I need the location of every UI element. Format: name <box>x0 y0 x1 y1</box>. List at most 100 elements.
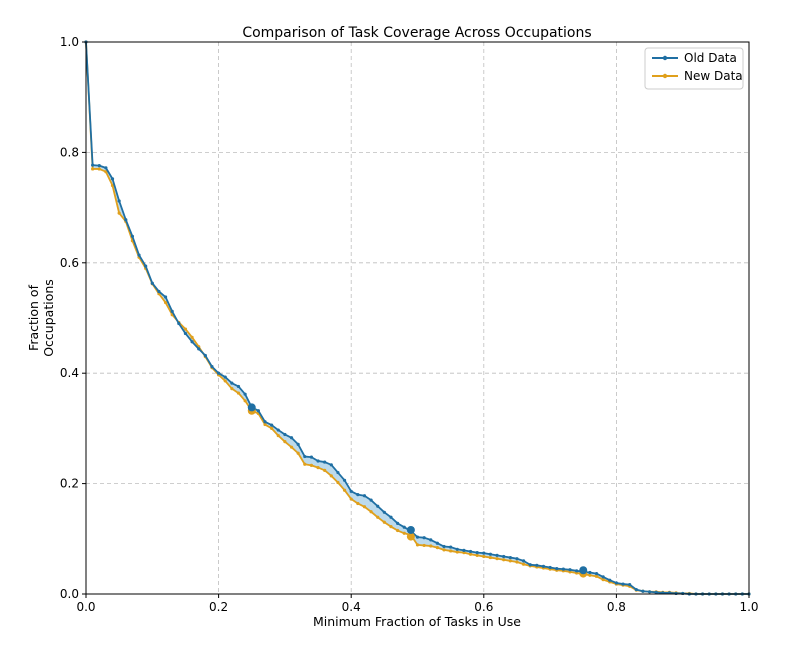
data-point-new-data <box>183 327 188 331</box>
data-point-old-data <box>190 340 194 344</box>
data-point-old-data <box>628 583 632 587</box>
data-point-old-data <box>475 551 479 555</box>
data-point-old-data <box>342 478 347 482</box>
data-point-old-data <box>382 510 386 514</box>
data-point-old-data <box>535 563 539 567</box>
data-point-old-data <box>601 575 605 579</box>
data-point-new-data <box>362 505 367 509</box>
data-point-new-data <box>349 497 353 501</box>
data-point-old-data <box>163 295 168 299</box>
y-axis-label-line-1: Fraction of <box>26 284 41 351</box>
data-point-new-data <box>296 451 300 455</box>
data-point-old-data <box>621 582 625 586</box>
data-point-old-data <box>681 591 685 596</box>
data-point-old-data <box>316 459 320 463</box>
data-point-old-data <box>455 547 459 551</box>
data-point-old-data <box>594 571 599 576</box>
data-point-old-data <box>528 563 532 567</box>
highlight-markers <box>247 403 588 578</box>
data-point-old-data <box>124 218 128 222</box>
data-point-new-data <box>223 379 227 383</box>
data-point-new-data <box>309 463 314 467</box>
data-point-old-data <box>197 347 201 351</box>
y-axis-label-line-2: Occupations <box>41 279 56 357</box>
x-tick-label: 0.0 <box>76 600 95 614</box>
data-point-new-data <box>435 546 439 550</box>
data-point-old-data <box>641 589 645 593</box>
data-point-old-data <box>561 567 565 571</box>
data-point-old-data <box>508 555 512 560</box>
data-point-old-data <box>336 470 340 475</box>
data-point-new-data <box>396 528 400 533</box>
data-point-old-data <box>177 321 181 326</box>
data-point-old-data <box>442 544 446 549</box>
data-point-new-data <box>289 445 294 449</box>
data-point-new-data <box>475 553 479 557</box>
data-point-old-data <box>647 590 652 594</box>
grid <box>86 42 749 594</box>
data-point-new-data <box>575 571 579 575</box>
data-point-old-data <box>110 177 115 181</box>
data-point-new-data <box>356 501 360 506</box>
data-point-old-data <box>150 281 154 285</box>
highlight-marker-old-data <box>247 403 256 412</box>
data-point-new-data <box>329 474 333 478</box>
data-point-old-data <box>654 590 658 594</box>
data-point-old-data <box>183 331 188 336</box>
data-point-old-data <box>608 578 612 582</box>
data-point-old-data <box>303 454 307 459</box>
legend-marker-old-data <box>662 55 668 61</box>
data-point-old-data <box>289 436 294 440</box>
data-point-new-data <box>402 531 406 535</box>
data-point-old-data <box>217 371 221 375</box>
data-point-old-data <box>468 549 473 554</box>
data-point-old-data <box>369 498 373 502</box>
data-point-old-data <box>144 264 148 268</box>
data-point-old-data <box>349 489 353 493</box>
data-point-old-data <box>283 432 287 437</box>
y-tick-label: 0.8 <box>60 145 79 159</box>
data-point-old-data <box>243 392 247 396</box>
data-point-new-data <box>163 300 168 305</box>
data-point-old-data <box>674 591 678 596</box>
series-old-data <box>84 40 751 596</box>
data-point-old-data <box>296 442 300 447</box>
data-point-new-data <box>336 480 340 485</box>
data-point-new-data <box>601 578 605 582</box>
legend-marker-new-data <box>662 73 668 79</box>
data-point-old-data <box>521 559 526 563</box>
data-point-old-data <box>488 552 493 556</box>
data-point-old-data <box>515 557 519 561</box>
data-point-old-data <box>435 541 439 545</box>
data-point-new-data <box>369 510 373 514</box>
chart-title: Comparison of Task Coverage Across Occup… <box>242 25 591 41</box>
data-point-old-data <box>263 420 267 424</box>
data-point-new-data <box>110 183 115 188</box>
data-point-new-data <box>382 520 386 524</box>
x-tick-label: 0.4 <box>342 600 361 614</box>
data-point-new-data <box>462 551 466 555</box>
data-point-old-data <box>97 164 101 168</box>
x-tick-label: 0.2 <box>209 600 228 614</box>
data-point-new-data <box>482 554 486 559</box>
data-point-old-data <box>495 553 499 557</box>
data-point-old-data <box>356 493 360 497</box>
data-point-old-data <box>236 384 241 389</box>
data-point-new-data <box>283 440 287 444</box>
data-point-old-data <box>203 353 207 358</box>
data-point-old-data <box>276 428 280 432</box>
data-point-old-data <box>230 381 234 385</box>
data-point-old-data <box>541 564 546 569</box>
data-point-old-data <box>588 570 592 575</box>
data-point-old-data <box>568 568 572 572</box>
data-point-new-data <box>236 391 241 395</box>
data-point-new-data <box>316 465 320 470</box>
data-point-old-data <box>389 515 393 519</box>
data-point-old-data <box>548 565 552 570</box>
data-point-new-data <box>415 543 420 547</box>
data-point-new-data <box>303 462 307 466</box>
data-point-old-data <box>256 409 260 413</box>
data-point-new-data <box>91 167 95 171</box>
